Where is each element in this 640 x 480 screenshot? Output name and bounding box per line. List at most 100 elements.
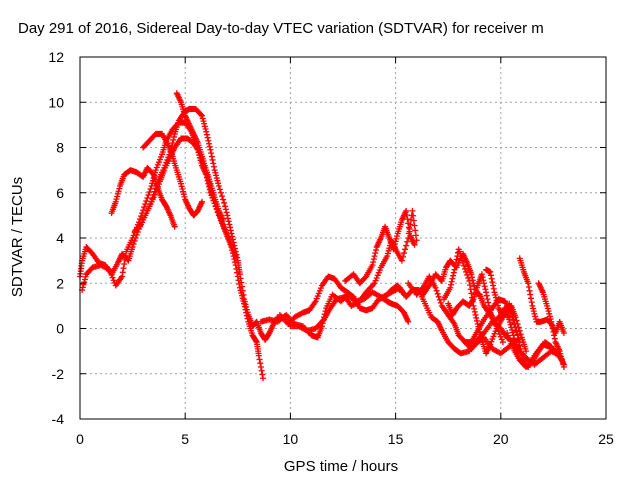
data-point [516, 327, 523, 334]
data-point [418, 285, 425, 292]
data-point [512, 314, 519, 321]
data-point [483, 289, 490, 296]
data-point [232, 262, 239, 269]
data-point [234, 269, 241, 276]
data-point [369, 262, 376, 269]
data-point [136, 216, 143, 223]
data-points [77, 90, 567, 382]
data-point [220, 196, 227, 203]
data-point [484, 296, 491, 303]
series-track-5 [140, 130, 206, 219]
data-point [219, 193, 226, 200]
data-point [479, 274, 486, 281]
data-point [403, 211, 410, 218]
data-point [434, 290, 441, 297]
data-point [482, 286, 489, 293]
data-point [515, 324, 522, 331]
data-point [203, 131, 210, 138]
data-point [223, 209, 230, 216]
data-point [526, 287, 533, 294]
data-point [257, 363, 264, 370]
data-point [485, 302, 492, 309]
data-point [549, 325, 556, 332]
data-point [489, 279, 496, 286]
data-point [149, 170, 156, 177]
data-point [464, 271, 471, 278]
data-point [130, 241, 137, 248]
data-point [372, 250, 379, 257]
data-point [433, 287, 440, 294]
data-point [472, 311, 479, 318]
y-tick-label: 10 [48, 94, 64, 110]
data-point [231, 256, 238, 263]
data-point [144, 195, 151, 202]
data-point [405, 220, 412, 227]
data-point [453, 256, 460, 263]
data-point [463, 268, 470, 275]
data-point [402, 246, 409, 253]
data-point [547, 342, 554, 349]
data-point [243, 312, 250, 319]
y-tick-label: 2 [56, 275, 64, 291]
data-point [517, 331, 524, 338]
data-point [551, 332, 558, 339]
data-point [138, 213, 145, 220]
data-point [235, 277, 242, 284]
data-point [243, 309, 250, 316]
data-point [487, 268, 494, 275]
data-point [169, 139, 176, 146]
data-point [473, 314, 480, 321]
data-point [528, 299, 535, 306]
series-track-18 [535, 280, 567, 370]
data-point [468, 271, 475, 278]
data-point [232, 253, 239, 260]
series-track-6 [173, 90, 227, 223]
data-point [398, 257, 405, 264]
data-point [170, 133, 177, 140]
data-point [216, 186, 223, 193]
data-point [469, 294, 476, 301]
data-point [131, 238, 138, 245]
data-point [450, 272, 457, 279]
data-point [466, 277, 473, 284]
data-point [404, 216, 411, 223]
y-axis-label: SDTVAR / TECUs [9, 177, 26, 297]
data-point [259, 371, 266, 378]
data-point [205, 137, 212, 144]
data-point [141, 204, 148, 211]
data-point [435, 293, 442, 300]
data-point [228, 230, 235, 237]
data-point [233, 265, 240, 272]
data-point [410, 217, 417, 224]
data-point [206, 140, 213, 147]
series-track-20 [462, 334, 521, 357]
y-tick-label: -4 [52, 411, 65, 427]
x-tick-label: 20 [493, 431, 509, 447]
data-point [548, 343, 555, 350]
data-point [483, 292, 490, 299]
data-point [122, 252, 129, 259]
data-point [119, 269, 126, 276]
data-point [256, 356, 263, 363]
data-point [480, 280, 487, 287]
y-tick-label: 0 [56, 321, 64, 337]
data-point [450, 269, 457, 276]
data-point [241, 303, 248, 310]
chart-title: Day 291 of 2016, Sidereal Day-to-day VTE… [18, 20, 544, 37]
data-point [258, 367, 265, 374]
data-point [370, 256, 377, 263]
data-point [207, 146, 214, 153]
y-tick-label: -2 [52, 366, 65, 382]
data-point [513, 317, 520, 324]
data-point [408, 216, 415, 223]
chart-grid [80, 57, 606, 419]
data-point [470, 302, 477, 309]
data-point [486, 306, 493, 313]
data-point [548, 322, 555, 329]
data-point [260, 375, 267, 382]
data-point [225, 218, 232, 225]
data-point [222, 206, 229, 213]
data-point [448, 278, 455, 285]
